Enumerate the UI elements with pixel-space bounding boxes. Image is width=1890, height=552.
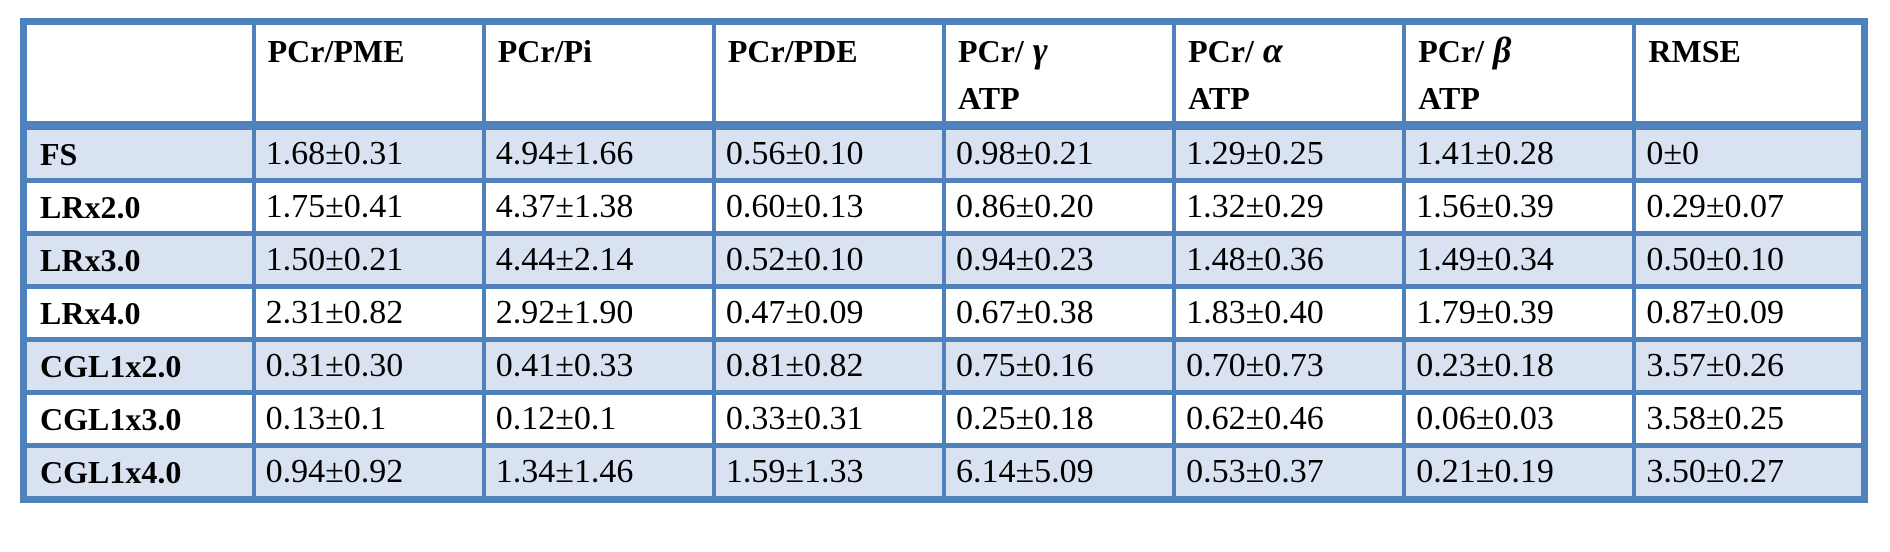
data-cell: 0.33±0.31 — [711, 390, 947, 448]
header-label: PCr/ — [1418, 33, 1484, 69]
data-cell: 0.25±0.18 — [941, 390, 1177, 448]
row-label: LRx4.0 — [21, 284, 256, 342]
row-label: CGL1x4.0 — [21, 443, 256, 502]
header-cell-pcr-pi: PCr/Pi — [481, 19, 716, 130]
data-cell: 0.86±0.20 — [941, 178, 1177, 236]
table-body: FS 1.68±0.31 4.94±1.66 0.56±0.10 0.98±0.… — [21, 123, 1867, 502]
table-row-lrx3: LRx3.0 1.50±0.21 4.44±2.14 0.52±0.10 0.9… — [21, 231, 1867, 289]
data-cell: 1.49±0.34 — [1402, 231, 1637, 289]
header-label: RMSE — [1648, 33, 1741, 69]
row-label: LRx2.0 — [21, 178, 256, 236]
row-label: LRx3.0 — [21, 231, 256, 289]
table-header: PCr/PME PCr/Pi PCr/PDE PCr/γ ATP PCr/α A… — [21, 19, 1867, 130]
data-cell: 0.56±0.10 — [711, 123, 947, 183]
header-line2: ATP — [958, 80, 1020, 116]
data-cell: 0.52±0.10 — [711, 231, 947, 289]
data-cell: 6.14±5.09 — [941, 443, 1177, 502]
header-line2: ATP — [1418, 80, 1480, 116]
data-cell: 1.29±0.25 — [1172, 123, 1407, 183]
data-cell: 4.44±2.14 — [481, 231, 716, 289]
data-cell: 0.21±0.19 — [1402, 443, 1637, 502]
gamma-symbol: γ — [1032, 30, 1048, 70]
data-cell: 1.79±0.39 — [1402, 284, 1637, 342]
data-cell: 1.41±0.28 — [1402, 123, 1637, 183]
data-cell: 1.50±0.21 — [251, 231, 486, 289]
header-label: PCr/ — [1188, 33, 1254, 69]
data-cell: 0.06±0.03 — [1402, 390, 1637, 448]
data-cell: 1.59±1.33 — [711, 443, 947, 502]
header-cell-pcr-beta-atp: PCr/β ATP — [1402, 19, 1637, 130]
header-label: PCr/PDE — [727, 33, 858, 69]
data-cell: 4.37±1.38 — [481, 178, 716, 236]
data-cell: 0.41±0.33 — [481, 337, 716, 395]
table-row-fs: FS 1.68±0.31 4.94±1.66 0.56±0.10 0.98±0.… — [21, 123, 1867, 183]
data-cell: 0.67±0.38 — [941, 284, 1177, 342]
greek-symbol — [592, 30, 601, 70]
header-line2: ATP — [1188, 80, 1250, 116]
table-row-cgl1x3: CGL1x3.0 0.13±0.1 0.12±0.1 0.33±0.31 0.2… — [21, 390, 1867, 448]
data-cell: 2.92±1.90 — [481, 284, 716, 342]
greek-symbol — [404, 30, 413, 70]
header-label: PCr/ — [958, 33, 1024, 69]
data-cell: 0.70±0.73 — [1172, 337, 1407, 395]
data-cell: 1.83±0.40 — [1172, 284, 1407, 342]
data-cell: 0.94±0.23 — [941, 231, 1177, 289]
data-cell: 0.98±0.21 — [941, 123, 1177, 183]
header-cell-empty — [21, 19, 256, 130]
data-cell: 4.94±1.66 — [481, 123, 716, 183]
header-cell-pcr-gamma-atp: PCr/γ ATP — [941, 19, 1177, 130]
data-cell: 0.60±0.13 — [711, 178, 947, 236]
beta-symbol: β — [1493, 30, 1512, 70]
header-label: PCr/PME — [267, 33, 405, 69]
table-row-cgl1x4: CGL1x4.0 0.94±0.92 1.34±1.46 1.59±1.33 6… — [21, 443, 1867, 502]
data-cell: 0.50±0.10 — [1632, 231, 1867, 289]
header-cell-rmse: RMSE — [1632, 19, 1867, 130]
data-cell: 0.87±0.09 — [1632, 284, 1867, 342]
data-cell: 0.31±0.30 — [251, 337, 486, 395]
header-label: PCr/Pi — [497, 33, 592, 69]
data-cell: 1.68±0.31 — [251, 123, 486, 183]
data-cell: 1.32±0.29 — [1172, 178, 1407, 236]
header-cell-pcr-pde: PCr/PDE — [711, 19, 947, 130]
table-row-cgl1x2: CGL1x2.0 0.31±0.30 0.41±0.33 0.81±0.82 0… — [21, 337, 1867, 395]
data-cell: 3.57±0.26 — [1632, 337, 1867, 395]
data-cell: 0.13±0.1 — [251, 390, 486, 448]
data-cell: 1.34±1.46 — [481, 443, 716, 502]
data-cell: 0.81±0.82 — [711, 337, 947, 395]
data-cell: 1.56±0.39 — [1402, 178, 1637, 236]
greek-symbol — [858, 30, 867, 70]
table-row-lrx4: LRx4.0 2.31±0.82 2.92±1.90 0.47±0.09 0.6… — [21, 284, 1867, 342]
data-cell: 0.53±0.37 — [1172, 443, 1407, 502]
data-cell: 0.62±0.46 — [1172, 390, 1407, 448]
row-label: CGL1x3.0 — [21, 390, 256, 448]
data-cell: 0.23±0.18 — [1402, 337, 1637, 395]
header-cell-pcr-pme: PCr/PME — [251, 19, 486, 130]
results-table: PCr/PME PCr/Pi PCr/PDE PCr/γ ATP PCr/α A… — [20, 18, 1868, 503]
data-cell: 0.47±0.09 — [711, 284, 947, 342]
data-cell: 1.48±0.36 — [1172, 231, 1407, 289]
data-cell: 0.75±0.16 — [941, 337, 1177, 395]
data-cell: 3.58±0.25 — [1632, 390, 1867, 448]
data-cell: 2.31±0.82 — [251, 284, 486, 342]
header-cell-pcr-alpha-atp: PCr/α ATP — [1172, 19, 1407, 130]
row-label: FS — [21, 123, 256, 183]
data-cell: 0±0 — [1632, 123, 1867, 183]
data-cell: 3.50±0.27 — [1632, 443, 1867, 502]
data-cell: 0.12±0.1 — [481, 390, 716, 448]
alpha-symbol: α — [1262, 30, 1283, 70]
data-cell: 1.75±0.41 — [251, 178, 486, 236]
row-label: CGL1x2.0 — [21, 337, 256, 395]
data-cell: 0.29±0.07 — [1632, 178, 1867, 236]
table-row-lrx2: LRx2.0 1.75±0.41 4.37±1.38 0.60±0.13 0.8… — [21, 178, 1867, 236]
header-row: PCr/PME PCr/Pi PCr/PDE PCr/γ ATP PCr/α A… — [21, 19, 1867, 130]
data-cell: 0.94±0.92 — [251, 443, 486, 502]
greek-symbol — [1741, 30, 1750, 70]
